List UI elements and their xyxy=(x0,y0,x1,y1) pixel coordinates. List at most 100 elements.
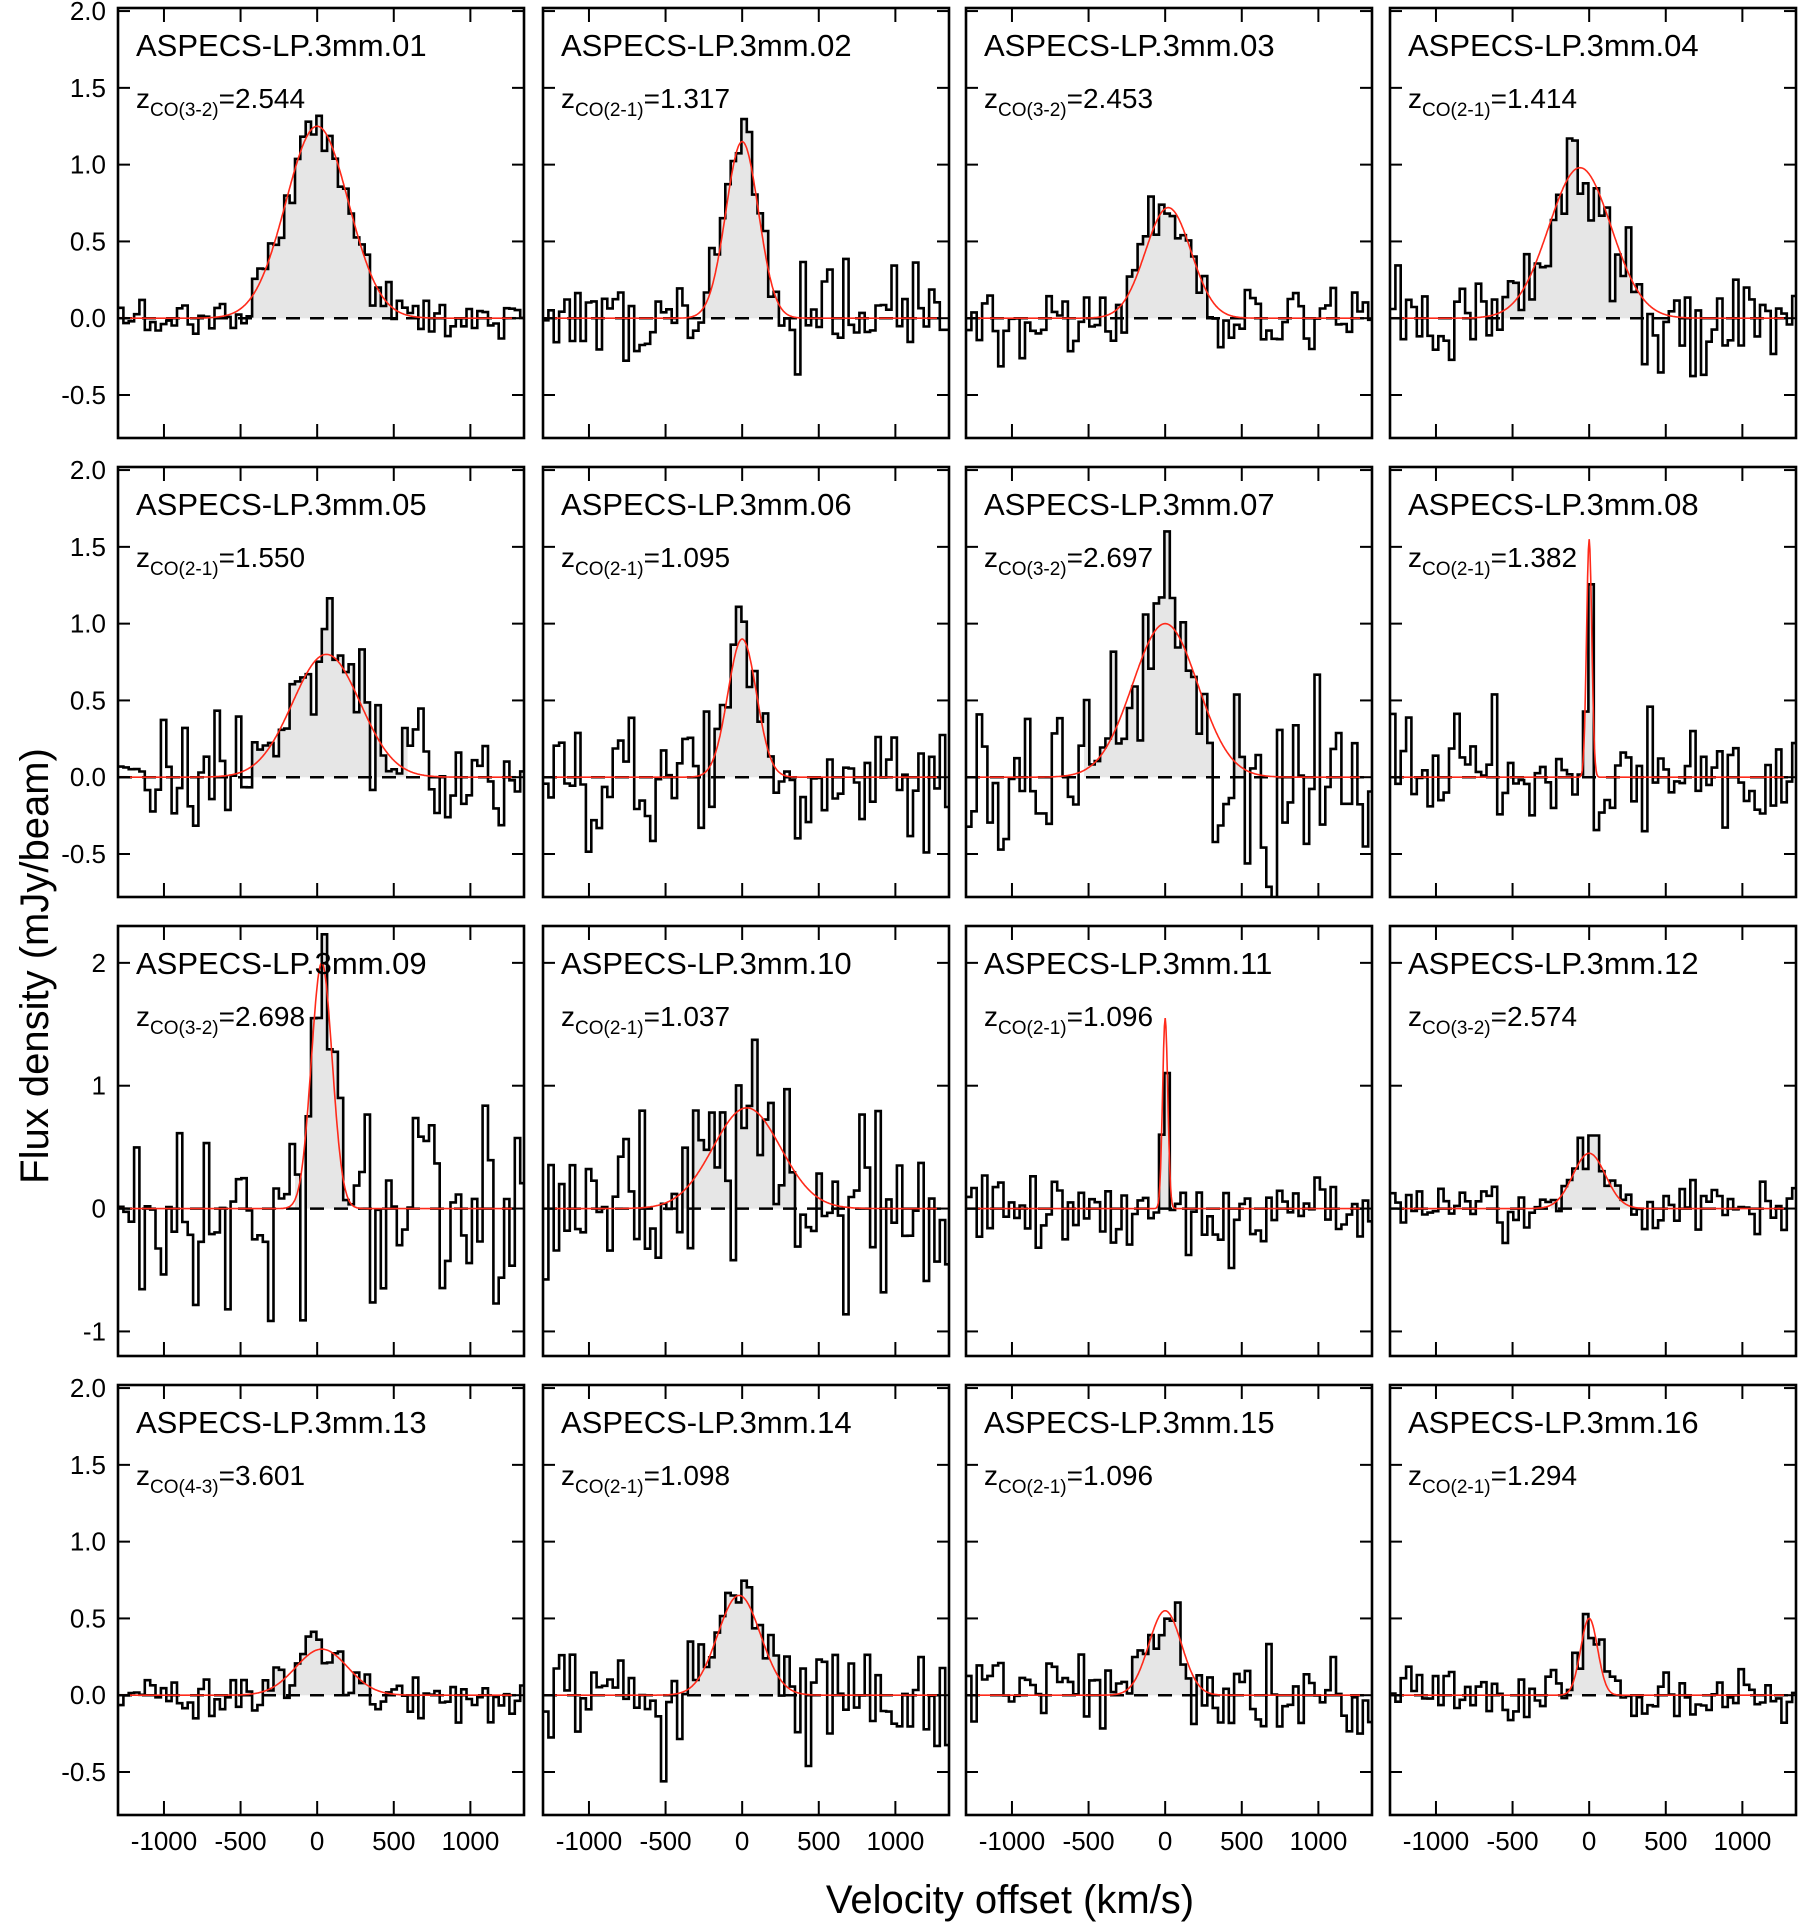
panel-frame xyxy=(964,465,1374,899)
x-tick-label: 500 xyxy=(797,1826,840,1856)
y-tick-label: -1 xyxy=(83,1316,106,1346)
panel-frame xyxy=(541,1383,951,1817)
plot-area xyxy=(118,1630,524,1724)
redshift-value: =1.382 xyxy=(1491,542,1577,573)
redshift-label: zCO(2-1)=1.414 xyxy=(1408,83,1577,121)
panel-frame xyxy=(964,924,1374,1358)
plot-area xyxy=(966,1601,1372,1735)
redshift-transition: CO(2-1) xyxy=(575,1477,644,1498)
panel-title: ASPECS-LP.3mm.07 xyxy=(984,487,1275,522)
line-emission-fill xyxy=(1583,584,1600,778)
spectrum-panel: -1000 -500 0 500 1000 ASPECS-LP.3mm.14 zCO(2-1… xyxy=(541,1383,951,1856)
line-emission-fill xyxy=(1084,531,1245,778)
x-tick-label: -500 xyxy=(640,1826,692,1856)
redshift-value: =1.294 xyxy=(1491,1460,1577,1491)
redshift-symbol: z xyxy=(1408,83,1422,114)
line-emission-fill xyxy=(1550,1135,1632,1209)
redshift-label: zCO(3-2)=2.697 xyxy=(984,542,1153,580)
plot-area xyxy=(543,117,949,376)
redshift-symbol: z xyxy=(136,1460,150,1491)
gaussian-fit-line xyxy=(966,622,1372,778)
redshift-transition: CO(3-2) xyxy=(998,559,1067,580)
panel-title: ASPECS-LP.3mm.13 xyxy=(136,1405,427,1440)
redshift-transition: CO(3-2) xyxy=(998,100,1067,121)
y-tick-label: 0.5 xyxy=(70,226,106,256)
redshift-transition: CO(3-2) xyxy=(150,100,219,121)
redshift-transition: CO(3-2) xyxy=(150,1018,219,1039)
y-tick-label: 1.5 xyxy=(70,73,106,103)
spectrum-panel: ASPECS-LP.3mm.07 zCO(3-2)=2.697 xyxy=(964,465,1374,899)
redshift-transition: CO(2-1) xyxy=(575,559,644,580)
spectrum-panel: -1 0 1 2 ASPECS-LP.3mm.09 zCO(3-2)=2.698 xyxy=(83,924,526,1358)
line-emission-fill xyxy=(1567,1614,1610,1696)
spectrum-line xyxy=(118,1630,524,1724)
y-tick-label: -0.5 xyxy=(61,839,106,869)
panel-title: ASPECS-LP.3mm.02 xyxy=(561,28,852,63)
redshift-label: zCO(3-2)=2.574 xyxy=(1408,1001,1577,1039)
y-tick-label: 1.5 xyxy=(70,1450,106,1480)
redshift-symbol: z xyxy=(984,542,998,573)
x-tick-label: -1000 xyxy=(131,1826,198,1856)
redshift-label: zCO(2-1)=1.294 xyxy=(1408,1460,1577,1498)
y-tick-label: 2 xyxy=(92,948,106,978)
redshift-symbol: z xyxy=(561,542,575,573)
redshift-value: =1.414 xyxy=(1491,83,1577,114)
gaussian-fit-line xyxy=(118,961,524,1210)
y-tick-label: 1.0 xyxy=(70,150,106,180)
redshift-value: =1.095 xyxy=(644,542,730,573)
redshift-symbol: z xyxy=(136,1001,150,1032)
redshift-label: zCO(2-1)=1.095 xyxy=(561,542,730,580)
redshift-symbol: z xyxy=(1408,1460,1422,1491)
plot-area xyxy=(118,597,524,827)
y-tick-label: 2.0 xyxy=(70,1373,106,1403)
redshift-transition: CO(4-3) xyxy=(150,1477,219,1498)
redshift-symbol: z xyxy=(984,1001,998,1032)
redshift-label: zCO(2-1)=1.550 xyxy=(136,542,305,580)
gaussian-fit-line xyxy=(118,125,524,319)
y-tick-label: 1.5 xyxy=(70,532,106,562)
gaussian-fit-line xyxy=(543,638,949,778)
panel-frame xyxy=(1388,924,1798,1358)
redshift-label: zCO(2-1)=1.382 xyxy=(1408,542,1577,580)
redshift-value: =1.098 xyxy=(644,1460,730,1491)
spectrum-panel: -1000 -500 0 500 1000 ASPECS-LP.3mm.15 zCO(2-1… xyxy=(964,1383,1374,1856)
plot-area xyxy=(1390,137,1796,378)
spectrum-line xyxy=(966,195,1372,368)
x-tick-label: 1000 xyxy=(1289,1826,1347,1856)
y-tick-label: 0.0 xyxy=(70,1680,106,1710)
x-tick-label: -500 xyxy=(1487,1826,1539,1856)
y-tick-label: 2.0 xyxy=(70,0,106,26)
x-tick-label: -500 xyxy=(1063,1826,1115,1856)
y-tick-label: 1 xyxy=(92,1071,106,1101)
plot-area xyxy=(118,933,524,1323)
redshift-value: =1.317 xyxy=(644,83,730,114)
redshift-symbol: z xyxy=(561,1001,575,1032)
spectrum-line xyxy=(118,933,524,1323)
redshift-transition: CO(2-1) xyxy=(998,1477,1067,1498)
gaussian-fit-line xyxy=(966,206,1372,319)
redshift-label: zCO(3-2)=2.453 xyxy=(984,83,1153,121)
redshift-symbol: z xyxy=(136,83,150,114)
x-axis-title: Velocity offset (km/s) xyxy=(826,1878,1194,1922)
redshift-transition: CO(2-1) xyxy=(998,1018,1067,1039)
spectrum-panel: ASPECS-LP.3mm.08 zCO(2-1)=1.382 xyxy=(1388,465,1798,899)
spectrum-panel: ASPECS-LP.3mm.03 zCO(3-2)=2.453 xyxy=(964,6,1374,440)
gaussian-fit-line xyxy=(966,1610,1372,1696)
line-emission-fill xyxy=(703,119,785,319)
gaussian-fit-line xyxy=(1390,1617,1796,1696)
plot-area xyxy=(543,1038,949,1316)
spectrum-line xyxy=(118,597,524,827)
panel-frame xyxy=(116,1383,526,1817)
panel-title: ASPECS-LP.3mm.11 xyxy=(984,946,1272,981)
redshift-symbol: z xyxy=(984,1460,998,1491)
spectrum-line xyxy=(543,605,949,854)
line-emission-fill xyxy=(1126,1602,1208,1696)
redshift-transition: CO(3-2) xyxy=(1422,1018,1491,1039)
gaussian-fit-line xyxy=(543,1106,949,1210)
y-tick-label: -0.5 xyxy=(61,380,106,410)
gaussian-fit-line xyxy=(966,1018,1372,1210)
y-tick-label: 0.0 xyxy=(70,303,106,333)
redshift-transition: CO(2-1) xyxy=(1422,559,1491,580)
redshift-label: zCO(3-2)=2.544 xyxy=(136,83,305,121)
panel-title: ASPECS-LP.3mm.08 xyxy=(1408,487,1699,522)
